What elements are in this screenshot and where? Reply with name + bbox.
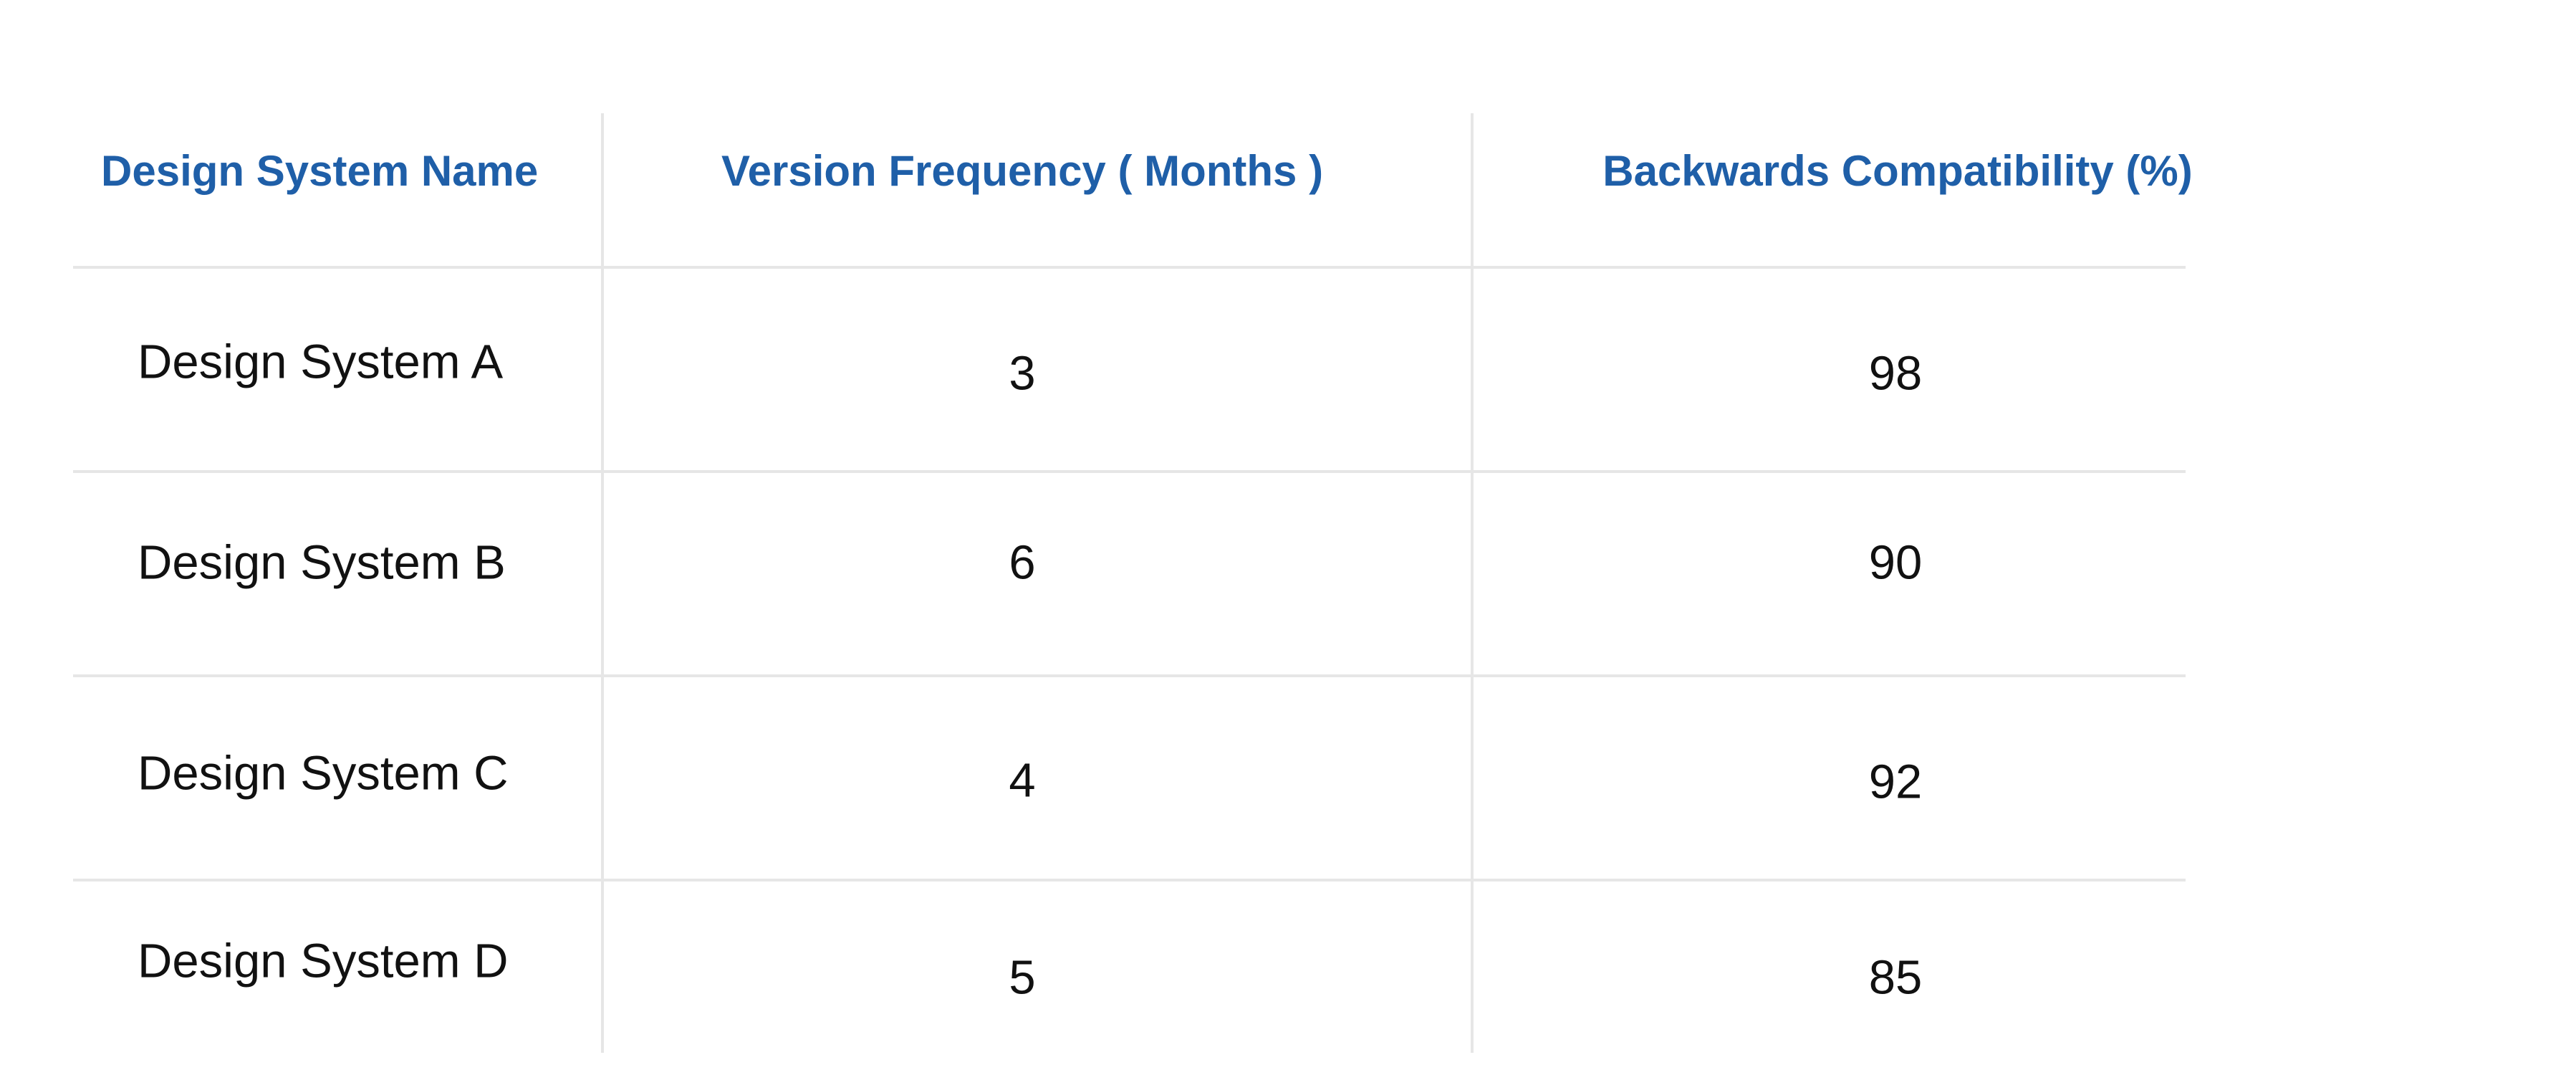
cell: 98 — [1869, 347, 1923, 401]
cell: 90 — [1869, 536, 1923, 590]
header-cell: Design System Name — [101, 147, 538, 195]
cell: Design System D — [138, 935, 509, 988]
cell: Design System A — [138, 335, 503, 389]
cell: 85 — [1869, 951, 1923, 1005]
cell: 6 — [1009, 536, 1035, 590]
cell: Design System C — [138, 747, 509, 801]
header-cell: Version Frequency ( Months ) — [721, 147, 1323, 195]
cell: 4 — [1009, 754, 1035, 808]
cell: 92 — [1869, 755, 1923, 809]
cell: 3 — [1009, 347, 1035, 401]
header-cell: Backwards Compatibility (%) — [1602, 147, 2193, 195]
cell: 5 — [1009, 951, 1035, 1005]
cell: Design System B — [138, 536, 506, 590]
